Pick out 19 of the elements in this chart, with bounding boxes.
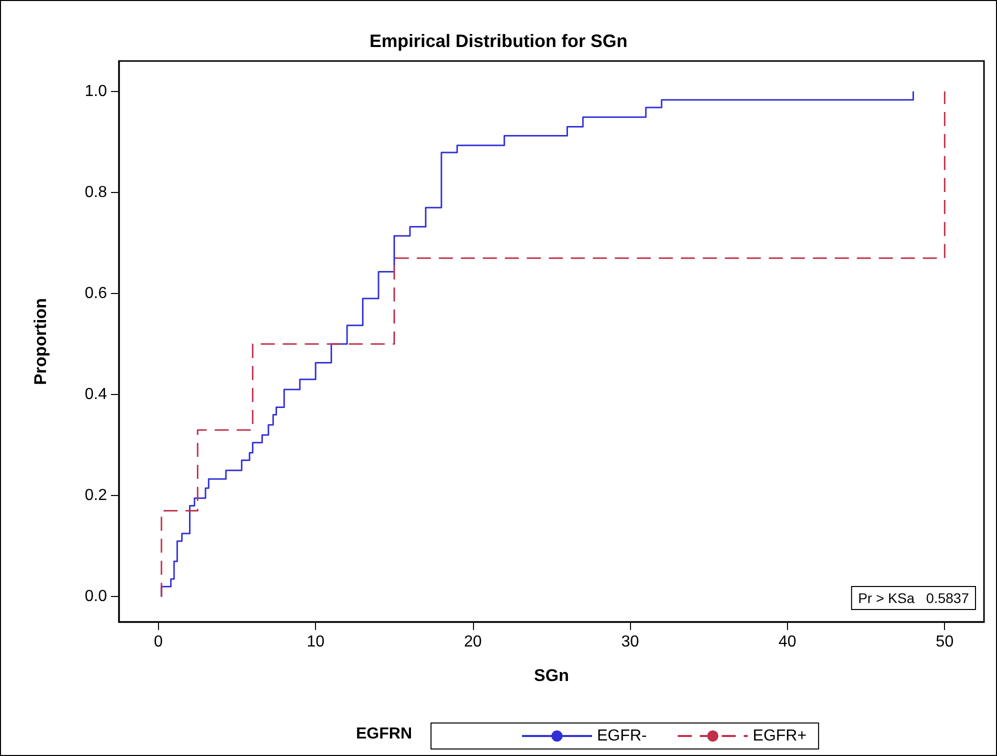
y-tick-label: 0.8 bbox=[84, 184, 108, 201]
legend-title: EGFRN bbox=[356, 726, 412, 742]
y-tick-label: 0.2 bbox=[84, 487, 108, 504]
x-tick-label: 0 bbox=[154, 634, 163, 650]
y-tick-label: 0.6 bbox=[84, 284, 108, 302]
x-tick-label: 20 bbox=[464, 634, 482, 650]
x-tick-label: 10 bbox=[306, 634, 325, 650]
x-tick-label: 30 bbox=[621, 634, 640, 650]
x-tick-label: 50 bbox=[936, 634, 954, 650]
chart-title: Empirical Distribution for SGn bbox=[369, 31, 628, 51]
x-axis-title: SGn bbox=[534, 666, 569, 685]
y-axis-title: Proportion bbox=[31, 298, 50, 385]
y-tick-label: 1.0 bbox=[84, 82, 108, 100]
legend-label: EGFR- bbox=[597, 728, 647, 744]
y-tick-label: 0.4 bbox=[84, 386, 108, 404]
legend-label: EGFR+ bbox=[752, 728, 807, 744]
y-tick-label: 0.0 bbox=[84, 588, 108, 606]
annotation: Pr > KSa 0.5837 bbox=[858, 590, 970, 606]
x-tick-label: 40 bbox=[778, 634, 796, 650]
